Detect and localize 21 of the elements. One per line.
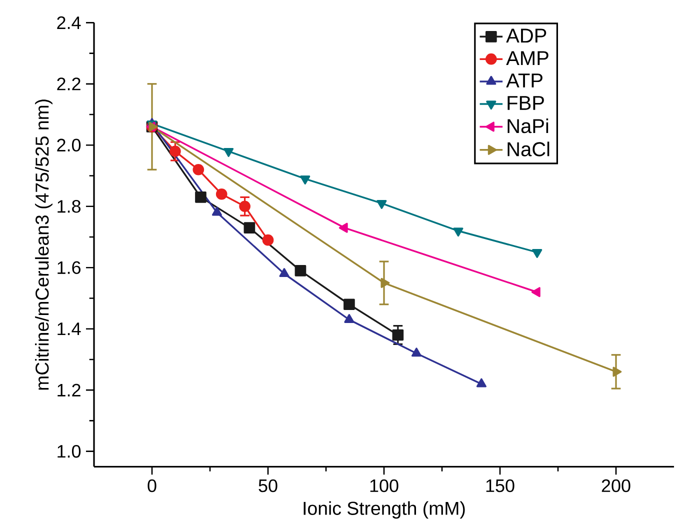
legend-label: NaCl	[508, 142, 550, 156]
x-tick-label: 200	[602, 479, 630, 492]
x-tick-label: 0	[148, 479, 156, 492]
y-tick-label: 1.4	[58, 322, 81, 336]
legend-label: AMP	[506, 51, 548, 65]
y-tick-label: 2.0	[57, 138, 81, 152]
y-tick-label: 1.8	[58, 200, 81, 213]
x-tick-label: 100	[370, 479, 398, 492]
y-axis-title: mCitrine/mCerulean3 (475/525 nm)	[35, 100, 52, 390]
x-tick-label: 50	[258, 479, 278, 492]
y-tick-label: 1.6	[58, 261, 81, 274]
legend-label: FBP	[508, 96, 544, 110]
legend-label: ADP	[506, 28, 546, 43]
legend-label: NaPi	[508, 118, 548, 134]
y-tick-label: 2.4	[57, 16, 81, 29]
x-tick-label: 150	[486, 479, 514, 492]
y-tick-label: 2.2	[57, 78, 80, 90]
y-tick-label: 1.0	[58, 444, 81, 458]
legend-label: ATP	[506, 74, 542, 88]
y-tick-label: 1.2	[58, 384, 80, 396]
x-axis-title: Ionic Strength (mM)	[304, 501, 465, 519]
